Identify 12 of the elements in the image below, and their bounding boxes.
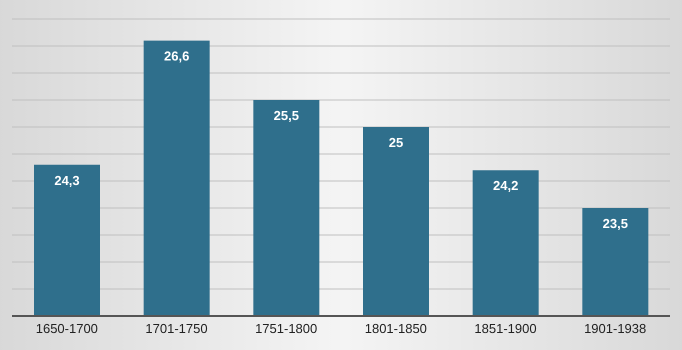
- data-label: 25,5: [274, 108, 299, 123]
- x-tick-label: 1901-1938: [584, 321, 646, 336]
- data-label: 25: [388, 135, 404, 150]
- x-tick-label: 1801-1850: [364, 321, 427, 336]
- data-label: 24,3: [54, 172, 80, 188]
- data-label: 24,2: [493, 178, 518, 194]
- x-tick-label: 1851-1900: [474, 321, 537, 336]
- data-label: 26,6: [164, 48, 190, 64]
- x-tick-label: 1650-1700: [36, 321, 98, 336]
- data-label: 23,5: [602, 216, 628, 231]
- x-tick-label: 1701-1750: [145, 321, 208, 336]
- x-tick-label: 1751-1800: [255, 321, 318, 336]
